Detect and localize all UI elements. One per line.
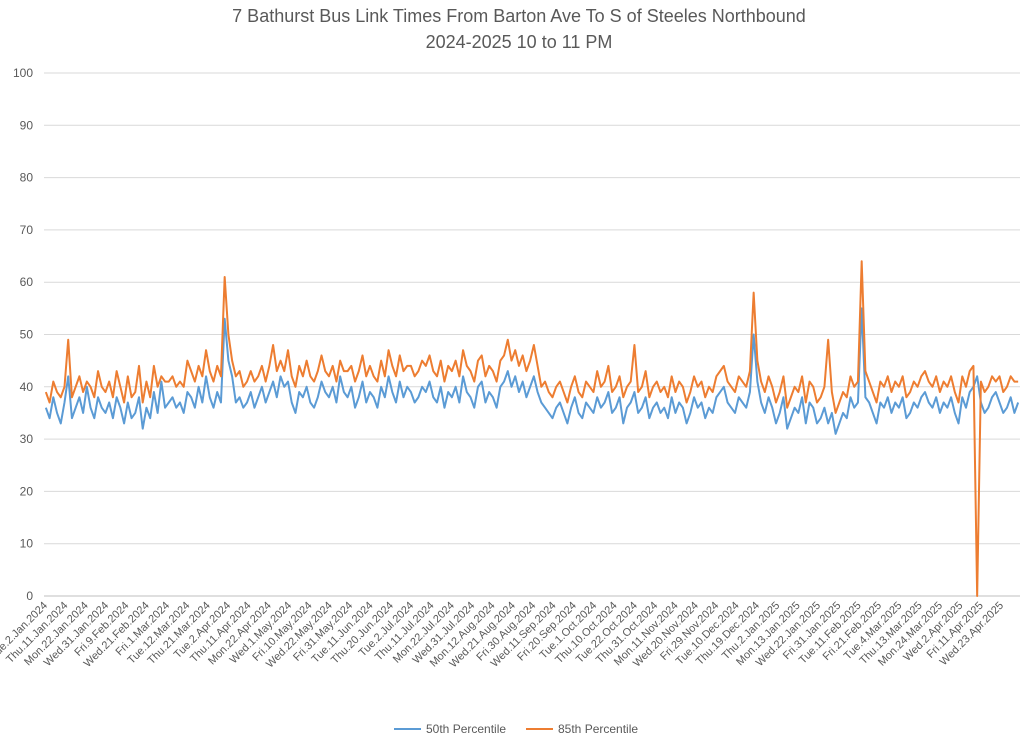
y-tick-label: 50 — [20, 328, 34, 342]
y-tick-label: 10 — [20, 537, 34, 551]
y-tick-label: 20 — [20, 484, 34, 498]
y-tick-label: 60 — [20, 275, 34, 289]
legend: 50th Percentile 85th Percentile — [394, 722, 638, 736]
y-tick-label: 70 — [20, 223, 34, 237]
chart-subtitle: 2024-2025 10 to 11 PM — [426, 32, 613, 52]
series-line-50th-percentile — [44, 307, 1020, 435]
chart-title: 7 Bathurst Bus Link Times From Barton Av… — [232, 6, 806, 26]
x-axis-tick-labels: Tue.2.Jan.2024Thu.11.Jan.2024Mon.22.Jan.… — [0, 600, 1006, 671]
y-tick-label: 80 — [20, 171, 34, 185]
y-tick-label: 40 — [20, 380, 34, 394]
series-line-85th-percentile — [44, 260, 1019, 597]
legend-label-50th-percentile: 50th Percentile — [426, 722, 506, 736]
y-tick-label: 90 — [20, 118, 34, 132]
legend-label-85th-percentile: 85th Percentile — [558, 722, 638, 736]
y-tick-label: 100 — [13, 66, 33, 80]
y-axis-tick-labels: 0 10 20 30 40 50 60 70 80 90 100 — [13, 66, 33, 603]
series-lines — [44, 260, 1020, 597]
gridlines — [44, 72, 1020, 597]
y-tick-label: 30 — [20, 432, 34, 446]
y-tick-label: 0 — [26, 589, 33, 603]
